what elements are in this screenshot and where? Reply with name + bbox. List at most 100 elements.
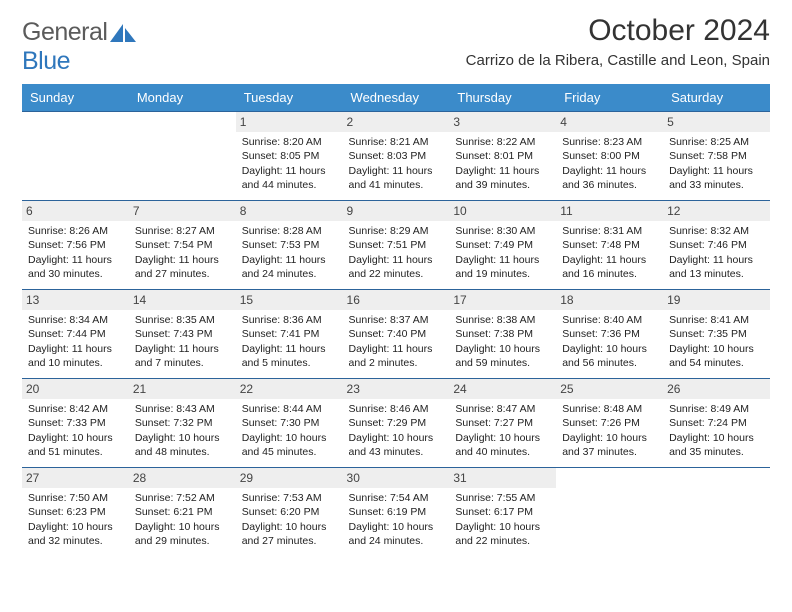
calendar-day-cell: 31 Sunrise: 7:55 AMSunset: 6:17 PMDayligh… [449, 468, 556, 557]
day-details: Sunrise: 8:43 AMSunset: 7:32 PMDaylight:… [135, 402, 230, 459]
calendar-day-cell: 12 Sunrise: 8:32 AMSunset: 7:46 PMDayligh… [663, 201, 770, 290]
calendar-day-cell: 28 Sunrise: 7:52 AMSunset: 6:21 PMDayligh… [129, 468, 236, 557]
calendar-day-cell: 21 Sunrise: 8:43 AMSunset: 7:32 PMDayligh… [129, 379, 236, 468]
calendar-week-row: 20 Sunrise: 8:42 AMSunset: 7:33 PMDayligh… [22, 379, 770, 468]
calendar-week-row: 13 Sunrise: 8:34 AMSunset: 7:44 PMDayligh… [22, 290, 770, 379]
day-number: 27 [22, 468, 129, 488]
day-details: Sunrise: 8:48 AMSunset: 7:26 PMDaylight:… [562, 402, 657, 459]
day-details: Sunrise: 8:44 AMSunset: 7:30 PMDaylight:… [242, 402, 337, 459]
calendar-day-cell: 5 Sunrise: 8:25 AMSunset: 7:58 PMDaylight… [663, 112, 770, 201]
day-header: Thursday [449, 84, 556, 112]
day-details: Sunrise: 8:47 AMSunset: 7:27 PMDaylight:… [455, 402, 550, 459]
day-number: 1 [236, 112, 343, 132]
calendar-day-cell: 6Sunrise: 8:26 AMSunset: 7:56 PMDaylight… [22, 201, 129, 290]
day-details: Sunrise: 8:25 AMSunset: 7:58 PMDaylight:… [669, 135, 764, 192]
calendar-day-cell: 23 Sunrise: 8:46 AMSunset: 7:29 PMDayligh… [343, 379, 450, 468]
logo-word2: Blue [22, 47, 70, 75]
calendar-day-cell: 20 Sunrise: 8:42 AMSunset: 7:33 PMDayligh… [22, 379, 129, 468]
day-details: Sunrise: 8:37 AMSunset: 7:40 PMDaylight:… [349, 313, 444, 370]
calendar-day-cell: 26 Sunrise: 8:49 AMSunset: 7:24 PMDayligh… [663, 379, 770, 468]
day-details: Sunrise: 8:22 AMSunset: 8:01 PMDaylight:… [455, 135, 550, 192]
calendar-day-cell: 14 Sunrise: 8:35 AMSunset: 7:43 PMDayligh… [129, 290, 236, 379]
day-header: Saturday [663, 84, 770, 112]
day-number: 29 [236, 468, 343, 488]
calendar-day-cell: 25 Sunrise: 8:48 AMSunset: 7:26 PMDayligh… [556, 379, 663, 468]
calendar-day-cell: 9 Sunrise: 8:29 AMSunset: 7:51 PMDaylight… [343, 201, 450, 290]
day-number: 25 [556, 379, 663, 399]
calendar-header-row: SundayMondayTuesdayWednesdayThursdayFrid… [22, 84, 770, 112]
day-number: 8 [236, 201, 343, 221]
day-header: Monday [129, 84, 236, 112]
day-details: Sunrise: 8:31 AMSunset: 7:48 PMDaylight:… [562, 224, 657, 281]
day-details: Sunrise: 8:30 AMSunset: 7:49 PMDaylight:… [455, 224, 550, 281]
page-title: October 2024 [466, 14, 770, 48]
day-details: Sunrise: 8:21 AMSunset: 8:03 PMDaylight:… [349, 135, 444, 192]
day-details: Sunrise: 8:49 AMSunset: 7:24 PMDaylight:… [669, 402, 764, 459]
calendar-day-cell: 19 Sunrise: 8:41 AMSunset: 7:35 PMDayligh… [663, 290, 770, 379]
day-number: 13 [22, 290, 129, 310]
day-details: Sunrise: 8:32 AMSunset: 7:46 PMDaylight:… [669, 224, 764, 281]
calendar-day-cell: 2 Sunrise: 8:21 AMSunset: 8:03 PMDaylight… [343, 112, 450, 201]
calendar-day-cell: 3Sunrise: 8:22 AMSunset: 8:01 PMDaylight… [449, 112, 556, 201]
day-details: Sunrise: 8:27 AMSunset: 7:54 PMDaylight:… [135, 224, 230, 281]
day-details: Sunrise: 8:35 AMSunset: 7:43 PMDaylight:… [135, 313, 230, 370]
day-number: 12 [663, 201, 770, 221]
day-number: 30 [343, 468, 450, 488]
calendar-day-cell: 18Sunrise: 8:40 AMSunset: 7:36 PMDayligh… [556, 290, 663, 379]
day-details: Sunrise: 8:28 AMSunset: 7:53 PMDaylight:… [242, 224, 337, 281]
day-number: 6 [22, 201, 129, 221]
day-details: Sunrise: 8:46 AMSunset: 7:29 PMDaylight:… [349, 402, 444, 459]
day-details: Sunrise: 8:29 AMSunset: 7:51 PMDaylight:… [349, 224, 444, 281]
day-details: Sunrise: 7:55 AMSunset: 6:17 PMDaylight:… [455, 491, 550, 548]
day-details: Sunrise: 8:20 AMSunset: 8:05 PMDaylight:… [242, 135, 337, 192]
day-number: 17 [449, 290, 556, 310]
calendar-day-cell: 8 Sunrise: 8:28 AMSunset: 7:53 PMDaylight… [236, 201, 343, 290]
page-subtitle: Carrizo de la Ribera, Castille and Leon,… [466, 52, 770, 69]
day-number: 31 [449, 468, 556, 488]
calendar-day-cell: 7 Sunrise: 8:27 AMSunset: 7:54 PMDaylight… [129, 201, 236, 290]
day-details: Sunrise: 8:41 AMSunset: 7:35 PMDaylight:… [669, 313, 764, 370]
day-details: Sunrise: 8:42 AMSunset: 7:33 PMDaylight:… [28, 402, 123, 459]
logo-sail-icon [110, 22, 136, 44]
day-number: 19 [663, 290, 770, 310]
calendar-day-cell: 10 Sunrise: 8:30 AMSunset: 7:49 PMDayligh… [449, 201, 556, 290]
day-number: 2 [343, 112, 450, 132]
day-number: 22 [236, 379, 343, 399]
day-details: Sunrise: 8:38 AMSunset: 7:38 PMDaylight:… [455, 313, 550, 370]
day-details: Sunrise: 7:53 AMSunset: 6:20 PMDaylight:… [242, 491, 337, 548]
calendar-day-cell: 27Sunrise: 7:50 AMSunset: 6:23 PMDayligh… [22, 468, 129, 557]
calendar-week-row: 27Sunrise: 7:50 AMSunset: 6:23 PMDayligh… [22, 468, 770, 557]
calendar-day-cell: 15Sunrise: 8:36 AMSunset: 7:41 PMDayligh… [236, 290, 343, 379]
calendar-day-cell [556, 468, 663, 557]
calendar-week-row: 1 Sunrise: 8:20 AMSunset: 8:05 PMDaylight… [22, 112, 770, 201]
day-number: 5 [663, 112, 770, 132]
calendar-day-cell [663, 468, 770, 557]
day-details: Sunrise: 7:52 AMSunset: 6:21 PMDaylight:… [135, 491, 230, 548]
day-number: 26 [663, 379, 770, 399]
day-number: 15 [236, 290, 343, 310]
calendar-week-row: 6Sunrise: 8:26 AMSunset: 7:56 PMDaylight… [22, 201, 770, 290]
day-number: 10 [449, 201, 556, 221]
day-header: Friday [556, 84, 663, 112]
day-number: 21 [129, 379, 236, 399]
calendar-day-cell [129, 112, 236, 201]
calendar-table: SundayMondayTuesdayWednesdayThursdayFrid… [22, 84, 770, 556]
calendar-day-cell: 13 Sunrise: 8:34 AMSunset: 7:44 PMDayligh… [22, 290, 129, 379]
calendar-day-cell: 30 Sunrise: 7:54 AMSunset: 6:19 PMDayligh… [343, 468, 450, 557]
header: General Blue October 2024 Carrizo de la … [22, 14, 770, 76]
day-header: Sunday [22, 84, 129, 112]
day-number: 23 [343, 379, 450, 399]
day-number: 7 [129, 201, 236, 221]
day-header: Wednesday [343, 84, 450, 112]
day-number: 9 [343, 201, 450, 221]
day-number: 14 [129, 290, 236, 310]
day-number: 24 [449, 379, 556, 399]
day-number: 28 [129, 468, 236, 488]
calendar-day-cell: 22 Sunrise: 8:44 AMSunset: 7:30 PMDayligh… [236, 379, 343, 468]
day-details: Sunrise: 8:23 AMSunset: 8:00 PMDaylight:… [562, 135, 657, 192]
day-details: Sunrise: 8:34 AMSunset: 7:44 PMDaylight:… [28, 313, 123, 370]
day-number: 20 [22, 379, 129, 399]
calendar-day-cell [22, 112, 129, 201]
day-details: Sunrise: 7:54 AMSunset: 6:19 PMDaylight:… [349, 491, 444, 548]
calendar-day-cell: 1 Sunrise: 8:20 AMSunset: 8:05 PMDaylight… [236, 112, 343, 201]
